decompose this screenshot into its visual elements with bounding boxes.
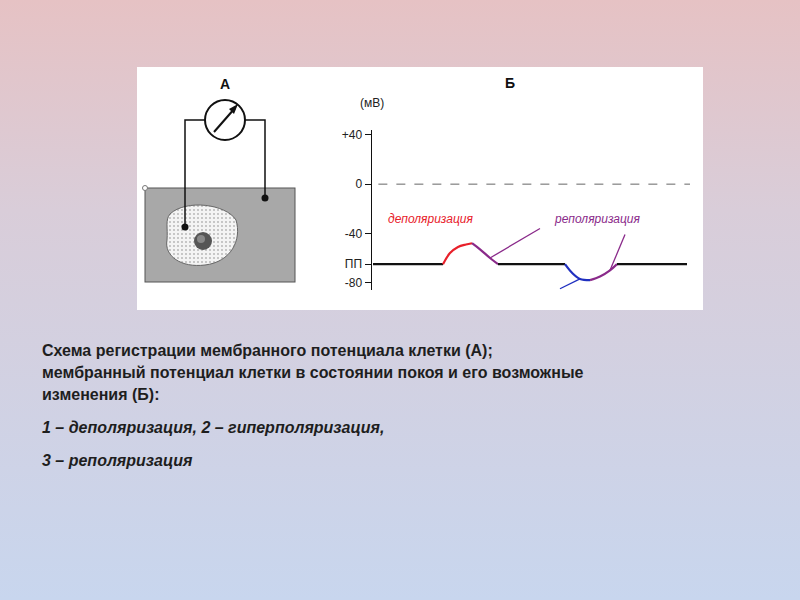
html-text:1 – деполяризация, 2 – гиперпо: 1 – деполяризация, 2 – гиперполяризация, (42, 419, 385, 436)
html-text:изменения (Б):: изменения (Б): (42, 386, 160, 403)
svg-text:+40: +40 (342, 128, 363, 142)
html-text:Схема регистрации мембранного: Схема регистрации мембранного потенциала… (42, 342, 493, 359)
svg-text:ПП: ПП (345, 257, 362, 271)
svg-text:реполяризация: реполяризация (554, 212, 641, 226)
svg-text:(мВ): (мВ) (360, 96, 384, 110)
html-text:3 – реполяризация: 3 – реполяризация (42, 452, 193, 469)
svg-text:-80: -80 (345, 276, 363, 290)
svg-text:деполяризация: деполяризация (388, 212, 473, 226)
svg-text:А: А (220, 76, 230, 92)
svg-text:0: 0 (355, 177, 362, 191)
html-text:мембранный потенциал клетки в: мембранный потенциал клетки в состоянии … (42, 364, 584, 381)
svg-text:Б: Б (505, 75, 515, 91)
svg-text:-40: -40 (345, 227, 363, 241)
